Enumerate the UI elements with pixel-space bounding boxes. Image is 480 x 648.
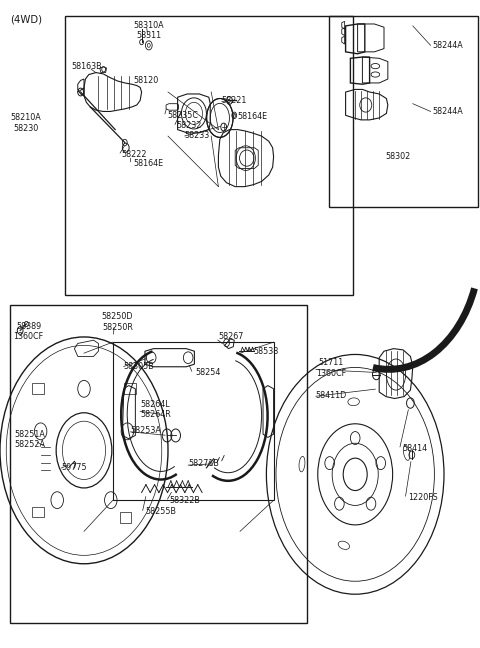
Text: 58267: 58267 (218, 332, 244, 341)
Text: 58233: 58233 (185, 131, 210, 140)
Bar (329, 16, 478, 207)
Text: 58322B: 58322B (169, 496, 200, 505)
Text: 58251A
58252A: 58251A 58252A (14, 430, 46, 449)
Text: 58253A: 58253A (131, 426, 161, 435)
Bar (113, 342, 274, 500)
Text: 58302: 58302 (386, 152, 411, 161)
Text: 51711
1360CF: 51711 1360CF (316, 358, 346, 378)
Text: 58244A: 58244A (432, 41, 463, 50)
Text: 58232: 58232 (177, 121, 202, 130)
Text: 58389
1360CF: 58389 1360CF (13, 322, 44, 341)
Text: 58254: 58254 (196, 368, 221, 377)
Text: 58164E: 58164E (133, 159, 164, 168)
Text: 58264L
58264R: 58264L 58264R (140, 400, 171, 419)
Bar (65, 16, 353, 295)
Text: 58221: 58221 (222, 96, 247, 105)
Text: 58235C: 58235C (167, 111, 198, 120)
Text: 59775: 59775 (61, 463, 87, 472)
Text: 58411D: 58411D (316, 391, 347, 400)
Text: 58164E: 58164E (238, 112, 268, 121)
Text: 58222: 58222 (121, 150, 147, 159)
Text: 58163B: 58163B (71, 62, 102, 71)
Text: 58414: 58414 (402, 444, 427, 453)
Text: 58210A
58230: 58210A 58230 (11, 113, 41, 133)
Text: 58310A
58311: 58310A 58311 (133, 21, 164, 40)
Text: 58305B: 58305B (124, 362, 155, 371)
Text: 58538: 58538 (253, 347, 279, 356)
Text: 58255B: 58255B (145, 507, 176, 516)
Text: 58120: 58120 (133, 76, 159, 85)
Text: 58271B: 58271B (188, 459, 219, 469)
Bar (10, 305, 307, 623)
Text: 1220FS: 1220FS (408, 493, 438, 502)
Text: (4WD): (4WD) (11, 14, 43, 24)
Text: 58250D
58250R: 58250D 58250R (102, 312, 133, 332)
Text: 58244A: 58244A (432, 107, 463, 116)
